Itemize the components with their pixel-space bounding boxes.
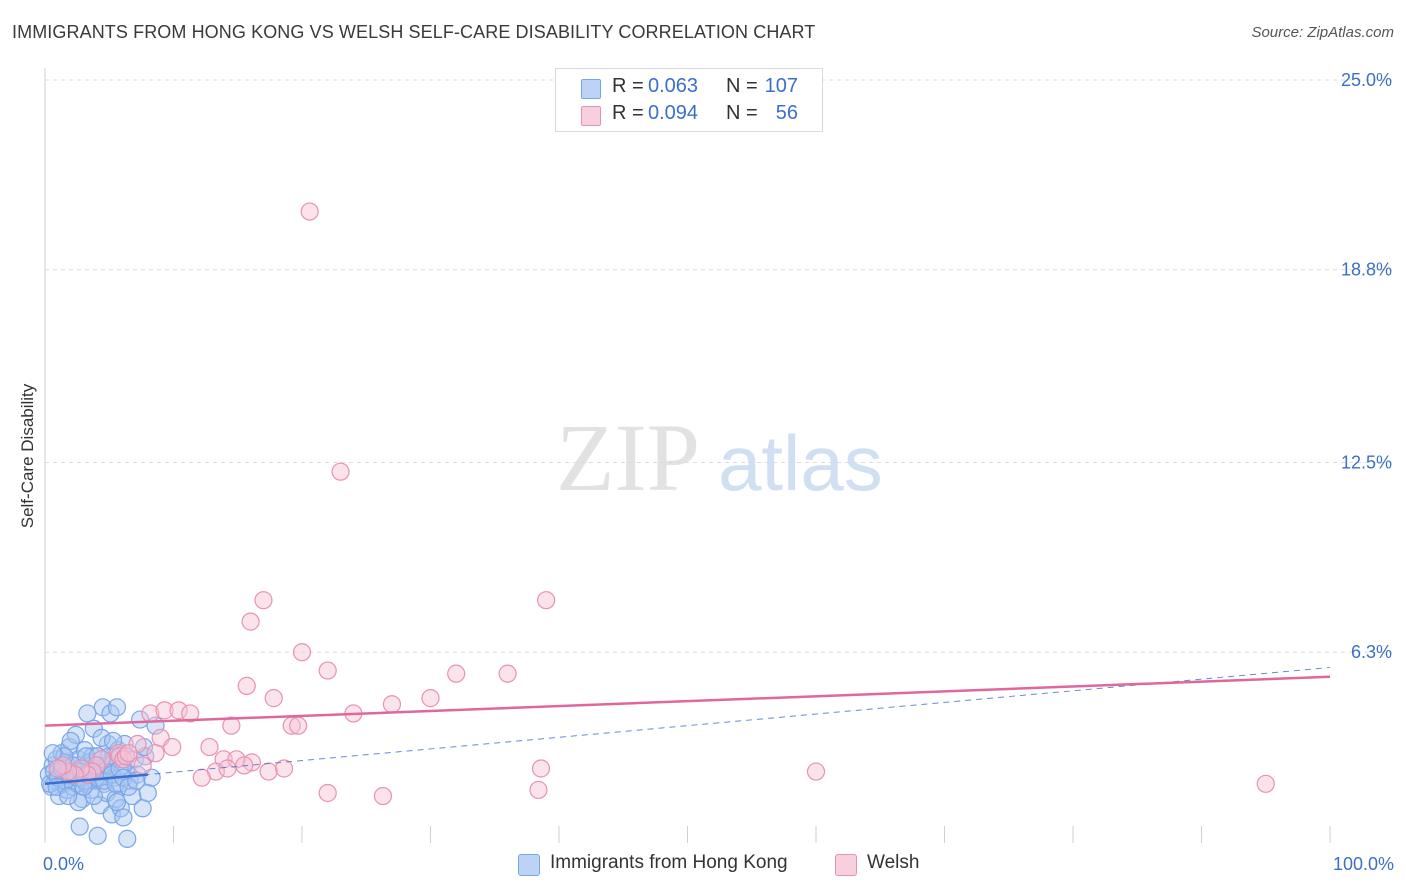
- hong-kong-point: [59, 786, 78, 806]
- stats-n-value: 107: [764, 75, 798, 97]
- stats-n-value: 56: [775, 102, 798, 124]
- x-tick-label: 100.0%: [1333, 854, 1394, 874]
- hong-kong-point: [114, 808, 133, 827]
- hong-kong-point: [130, 710, 150, 729]
- welsh-point: [318, 783, 337, 803]
- welsh-point: [53, 756, 73, 775]
- stats-r-label: R =: [612, 75, 644, 97]
- welsh-point: [806, 762, 826, 781]
- welsh-point: [218, 759, 237, 778]
- welsh-point: [1256, 774, 1275, 793]
- trend-layer: [44, 667, 1331, 786]
- legend-swatch-pink: [835, 854, 857, 876]
- welsh-point: [155, 701, 174, 720]
- chart-legend: Immigrants from Hong Kong Welsh: [0, 852, 1406, 878]
- y-tick-label: 6.3%: [1351, 642, 1392, 662]
- stats-swatch-pink: [581, 106, 601, 126]
- y-tick-label: 25.0%: [1341, 70, 1392, 90]
- y-axis-label: Self-Care Disability: [18, 383, 37, 528]
- x-tick-label: 0.0%: [43, 854, 84, 874]
- axis-layer: [44, 68, 1331, 843]
- hong-kong-point: [133, 799, 152, 818]
- welsh-point: [537, 591, 556, 610]
- label-layer: 6.3% 12.5% 18.8% 25.0% 0.0% 100.0% Self-Care D…: [18, 70, 1394, 874]
- stats-legend-box: R = 0.063 N = 107 R = 0.094 N = 56: [555, 68, 823, 132]
- stats-r-value: 0.063: [648, 75, 699, 97]
- welsh-point: [331, 462, 350, 481]
- welsh-point: [133, 756, 152, 775]
- stats-swatch-blue: [581, 79, 601, 99]
- welsh-point: [237, 676, 256, 695]
- hong-kong-point: [61, 731, 80, 751]
- hong-kong-point: [138, 783, 157, 803]
- hong-kong-point: [88, 826, 107, 845]
- hong-kong-point: [92, 728, 111, 748]
- hong-kong-point: [84, 786, 103, 806]
- welsh-point: [447, 664, 466, 683]
- welsh-point: [169, 701, 188, 720]
- welsh-point: [421, 689, 440, 708]
- welsh-point: [181, 704, 200, 723]
- watermark: ZIP atlas: [556, 404, 883, 511]
- stats-n-label: N =: [726, 102, 758, 124]
- legend-label: Immigrants from Hong Kong: [550, 852, 788, 873]
- y-tick-label: 18.8%: [1341, 260, 1392, 280]
- stats-r-value: 0.094: [648, 102, 699, 124]
- welsh-point: [529, 780, 548, 800]
- welsh-point: [241, 612, 260, 631]
- welsh-point: [163, 737, 182, 757]
- welsh-point: [289, 716, 308, 735]
- welsh-point: [373, 786, 393, 806]
- chart-title: IMMIGRANTS FROM HONG KONG VS WELSH SELF-…: [12, 22, 816, 42]
- hong-kong-point: [123, 786, 142, 806]
- welsh-point: [292, 643, 312, 662]
- legend-swatch-blue: [518, 854, 540, 876]
- stats-row-hong-kong: R = 0.063 N = 107: [556, 75, 822, 101]
- welsh-point: [48, 759, 67, 778]
- grid-layer: [45, 79, 1392, 653]
- welsh-point: [192, 768, 211, 787]
- stats-row-welsh: R = 0.094 N = 56: [556, 102, 822, 128]
- hong-kong-trend-line: [44, 773, 148, 786]
- hong-kong-point: [107, 698, 127, 717]
- watermark-zip: ZIP: [556, 404, 700, 511]
- welsh-trend-line: [44, 675, 1331, 727]
- welsh-point: [531, 759, 551, 778]
- welsh-point: [300, 202, 319, 221]
- welsh-point: [222, 716, 241, 735]
- welsh-point: [254, 591, 273, 610]
- hong-kong-point: [107, 793, 127, 812]
- welsh-point: [146, 744, 165, 763]
- stats-r-label: R =: [612, 102, 644, 124]
- welsh-point: [264, 689, 283, 708]
- welsh-point: [259, 762, 278, 781]
- welsh-point: [274, 759, 294, 778]
- hong-kong-point: [70, 817, 89, 836]
- welsh-point: [498, 664, 517, 683]
- legend-label: Welsh: [867, 852, 920, 873]
- y-tick-label: 12.5%: [1341, 453, 1392, 473]
- welsh-point: [119, 744, 138, 763]
- stats-n-label: N =: [726, 75, 758, 97]
- welsh-point: [382, 695, 402, 714]
- points-layer: [39, 202, 1275, 848]
- welsh-point: [200, 737, 219, 757]
- welsh-point: [318, 661, 337, 680]
- watermark-atlas: atlas: [718, 419, 883, 507]
- welsh-point: [116, 747, 136, 766]
- hong-kong-point: [118, 829, 137, 848]
- hong-kong-point: [78, 704, 97, 723]
- chart-source: Source: ZipAtlas.com: [1251, 24, 1394, 41]
